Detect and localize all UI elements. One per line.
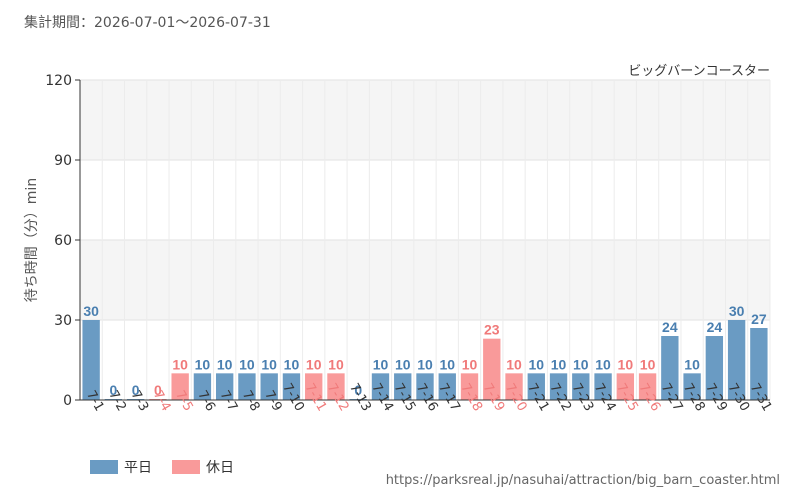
- legend-swatch-weekday: [90, 460, 118, 474]
- bar-value-label: 0: [154, 382, 162, 398]
- chart-title: ビッグバーンコースター: [628, 64, 770, 79]
- bar: [549, 373, 568, 400]
- y-tick-labels: 0 30 60 90 120: [45, 73, 80, 409]
- bar-value-label: 10: [551, 356, 567, 372]
- bar-value-label: 0: [109, 382, 117, 398]
- bar-value-label: 10: [239, 356, 255, 372]
- y-axis-label: 待ち時間（分）min: [24, 178, 40, 302]
- bar: [460, 373, 479, 400]
- bar-value-label: 10: [506, 356, 522, 372]
- bar: [661, 336, 679, 400]
- bar-value-label: 10: [328, 356, 344, 372]
- bar-value-label: 10: [439, 356, 455, 372]
- y-tick-label: 90: [54, 153, 72, 169]
- bar-value-label: 30: [729, 303, 745, 319]
- bar: [282, 373, 301, 400]
- period-subtitle: 集計期間：2026-07-01～2026-07-31: [24, 15, 271, 31]
- bar-value-label: 10: [373, 356, 389, 372]
- bar: [394, 373, 412, 400]
- legend-label-holiday: 休日: [206, 460, 234, 476]
- bar: [327, 373, 345, 400]
- legend-label-weekday: 平日: [124, 460, 152, 476]
- bar: [371, 373, 390, 400]
- plot-band: [80, 80, 770, 160]
- bar-value-label: 10: [172, 356, 188, 372]
- bar-value-label: 10: [573, 356, 589, 372]
- plot-band: [80, 160, 770, 240]
- legend-item-holiday: 休日: [172, 457, 234, 477]
- bar-value-label: 10: [462, 356, 478, 372]
- bar-value-label: 10: [217, 356, 233, 372]
- bar: [683, 373, 701, 400]
- y-tick-label: 30: [54, 313, 72, 329]
- bars: [82, 320, 768, 400]
- bar: [193, 373, 212, 400]
- bar: [505, 373, 523, 400]
- bar: [82, 320, 100, 400]
- bar: [483, 338, 501, 400]
- bar: [171, 373, 189, 400]
- bar: [750, 328, 768, 400]
- bar-value-label: 23: [484, 322, 500, 338]
- bar-value-label: 0: [132, 382, 140, 398]
- legend-item-weekday: 平日: [90, 457, 152, 477]
- plot-band: [80, 240, 770, 320]
- bar-value-label: 24: [662, 319, 678, 335]
- bar-value-label: 0: [354, 382, 362, 398]
- bar: [727, 320, 746, 400]
- bar-value-label: 24: [707, 319, 723, 335]
- bar: [638, 373, 657, 400]
- bar-value-label: 10: [417, 356, 433, 372]
- bar-value-label: 10: [306, 356, 322, 372]
- bar: [438, 373, 456, 400]
- legend-swatch-holiday: [172, 460, 200, 474]
- bar: [416, 373, 434, 400]
- bar-value-label: 10: [529, 356, 545, 372]
- bar: [527, 373, 545, 400]
- y-tick-label: 0: [63, 393, 72, 409]
- bar: [260, 373, 278, 400]
- bar: [238, 373, 256, 400]
- bar-value-label: 10: [618, 356, 634, 372]
- bar: [572, 373, 590, 400]
- legend: 平日 休日: [90, 457, 234, 477]
- source-url: https://parksreal.jp/nasuhai/attraction/…: [385, 473, 780, 488]
- y-tick-label: 120: [45, 73, 72, 89]
- bar-value-label: 10: [395, 356, 411, 372]
- y-tick-label: 60: [54, 233, 72, 249]
- bar: [305, 373, 323, 400]
- bar: [705, 336, 724, 400]
- bar-value-label: 10: [684, 356, 700, 372]
- bar-value-label: 27: [751, 311, 767, 327]
- bar-value-label: 30: [83, 303, 99, 319]
- bar: [215, 373, 234, 400]
- bar-value-label: 10: [261, 356, 277, 372]
- bar: [616, 373, 635, 400]
- bar-value-label: 10: [284, 356, 300, 372]
- bar-value-label: 10: [595, 356, 611, 372]
- bar: [594, 373, 612, 400]
- bar-value-label: 10: [195, 356, 211, 372]
- bar-value-label: 10: [640, 356, 656, 372]
